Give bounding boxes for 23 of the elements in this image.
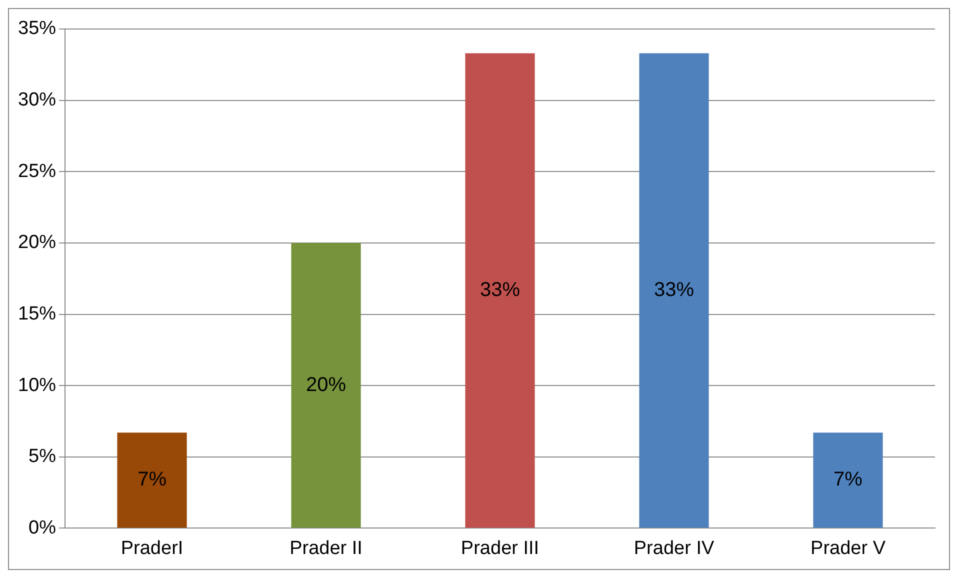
y-tick-label: 35% [18,18,56,40]
x-tick-label: Prader V [810,538,886,559]
bar [813,432,883,528]
y-tick-label: 20% [18,232,56,254]
bar [639,53,709,528]
x-tick-label: PraderI [120,538,184,559]
y-tick-label: 10% [18,374,56,396]
data-label: 33% [480,278,520,301]
y-tick-label: 5% [28,446,56,468]
data-label: 20% [306,374,346,396]
y-tick-label: 15% [18,303,56,324]
y-tick-label: 0% [28,517,56,538]
y-tick-label: 30% [18,90,56,111]
data-label: 7% [138,468,167,491]
bar [465,53,535,528]
x-tick-label: Prader IV [634,538,714,559]
bar [291,242,361,528]
bar [117,432,187,528]
x-tick-label: Prader III [460,538,540,559]
data-label: 33% [654,278,694,301]
y-tick-label: 25% [18,160,56,182]
data-label: 7% [834,468,863,491]
x-tick-label: Prader II [290,538,362,559]
